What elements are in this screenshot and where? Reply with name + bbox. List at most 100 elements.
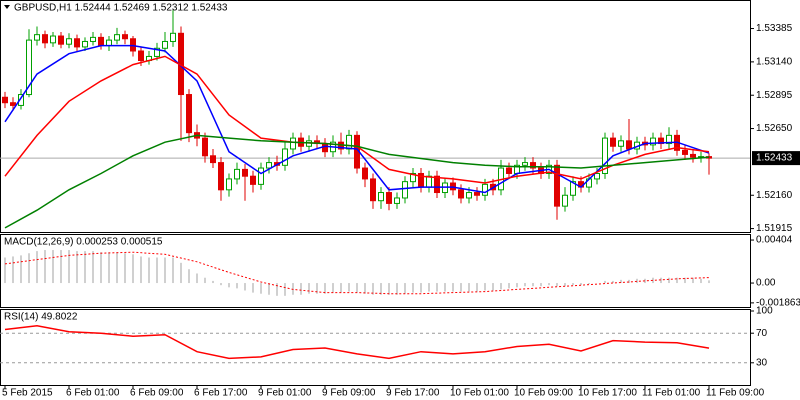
candle-body xyxy=(282,148,288,166)
candle-body xyxy=(242,168,248,177)
y-tick-label: 1.52160 xyxy=(756,190,793,201)
title-icon xyxy=(4,5,10,9)
panel-border xyxy=(0,309,751,386)
panel-title: MACD(12,26,9) 0.000253 0.000515 xyxy=(4,237,163,248)
candle-body xyxy=(322,143,328,153)
candle-body xyxy=(258,167,264,185)
candle-body xyxy=(226,178,232,191)
candle-body xyxy=(466,192,472,199)
candle-body xyxy=(202,137,208,157)
panel-title: RSI(14) 49.8022 xyxy=(4,312,78,323)
x-tick-label: 6 Feb 09:00 xyxy=(130,388,184,399)
candle-body xyxy=(114,34,120,41)
y-tick-label: 100 xyxy=(756,306,773,317)
x-tick-label: 6 Feb 17:00 xyxy=(194,388,248,399)
candle-body xyxy=(346,134,352,150)
candle-body xyxy=(186,94,192,134)
candle-body xyxy=(562,194,568,207)
panel-title: GBPUSD,H1 1.52444 1.52469 1.52312 1.5243… xyxy=(14,3,228,14)
y-tick-label: 1.51915 xyxy=(756,223,793,234)
candle-body xyxy=(618,140,624,147)
x-tick-label: 9 Feb 17:00 xyxy=(386,388,440,399)
candle-body xyxy=(82,40,88,48)
candle-body xyxy=(650,137,656,146)
candle-body xyxy=(74,38,80,48)
candle-body xyxy=(394,197,400,204)
candle-body xyxy=(266,162,272,169)
x-tick-label: 11 Feb 01:00 xyxy=(642,388,701,399)
candle-body xyxy=(154,47,160,57)
candle-body xyxy=(210,155,216,164)
indicator-line xyxy=(4,251,710,295)
candle-body xyxy=(34,34,40,41)
candle-body xyxy=(474,192,480,196)
candle-body xyxy=(10,102,16,106)
candle-body xyxy=(26,39,32,96)
y-tick-label: 1.52895 xyxy=(756,90,793,101)
indicator-line xyxy=(4,134,710,229)
indicator-line xyxy=(4,325,710,360)
current-price-label: 1.52433 xyxy=(756,153,793,164)
candle-body xyxy=(370,178,376,202)
candle-body xyxy=(434,175,440,194)
candle-body xyxy=(554,164,560,207)
candle-body xyxy=(426,175,432,188)
candle-body xyxy=(682,149,688,155)
candle-body xyxy=(610,137,616,147)
y-tick-label: 1.52650 xyxy=(756,123,793,134)
y-tick-label: 70 xyxy=(756,328,768,339)
candle-body xyxy=(122,34,128,40)
panel-border xyxy=(0,234,751,308)
candle-body xyxy=(522,162,528,166)
candle-body xyxy=(42,34,48,44)
current-price-box xyxy=(752,151,800,166)
candle-body xyxy=(106,39,112,47)
candle-body xyxy=(50,35,56,44)
candle-body xyxy=(378,192,384,202)
candle-body xyxy=(66,38,72,45)
y-tick-label: 1.53385 xyxy=(756,23,793,34)
candle-body xyxy=(18,94,24,106)
y-tick-label: 1.53140 xyxy=(756,57,793,68)
x-tick-label: 10 Feb 09:00 xyxy=(514,388,573,399)
candle-body xyxy=(218,162,224,191)
candle-body xyxy=(170,32,176,42)
panel-border xyxy=(0,0,751,233)
candle-body xyxy=(234,168,240,180)
indicator-line xyxy=(4,44,710,194)
candle-body xyxy=(250,175,256,185)
candle-body xyxy=(690,153,696,158)
candle-body xyxy=(402,181,408,199)
candle-body xyxy=(162,40,168,49)
candle-body xyxy=(98,36,104,47)
candle-body xyxy=(602,137,608,174)
candle-body xyxy=(58,35,64,45)
x-tick-label: 10 Feb 17:00 xyxy=(578,388,637,399)
y-tick-label: -0.001863 xyxy=(756,298,800,309)
x-tick-label: 5 Feb 2015 xyxy=(2,388,53,399)
x-tick-label: 10 Feb 01:00 xyxy=(450,388,509,399)
candle-body xyxy=(2,96,8,104)
candle-body xyxy=(290,137,296,150)
candle-body xyxy=(570,181,576,196)
x-tick-label: 9 Feb 09:00 xyxy=(322,388,376,399)
y-tick-label: 0.00 xyxy=(756,278,776,289)
x-tick-label: 9 Feb 01:00 xyxy=(258,388,312,399)
y-tick-label: 30 xyxy=(756,357,768,368)
candle-body xyxy=(666,134,672,145)
candle-body xyxy=(138,50,144,62)
candle-body xyxy=(482,183,488,196)
x-tick-label: 6 Feb 01:00 xyxy=(66,388,120,399)
candle-body xyxy=(458,189,464,199)
candle-body xyxy=(410,172,416,183)
candle-body xyxy=(506,167,512,174)
candle-body xyxy=(626,140,632,150)
x-tick-label: 11 Feb 09:00 xyxy=(706,388,765,399)
candle-body xyxy=(386,192,392,204)
candle-body xyxy=(362,167,368,180)
candle-body xyxy=(90,36,96,42)
candle-body xyxy=(530,162,536,169)
y-tick-label: 0.00404 xyxy=(756,235,793,246)
